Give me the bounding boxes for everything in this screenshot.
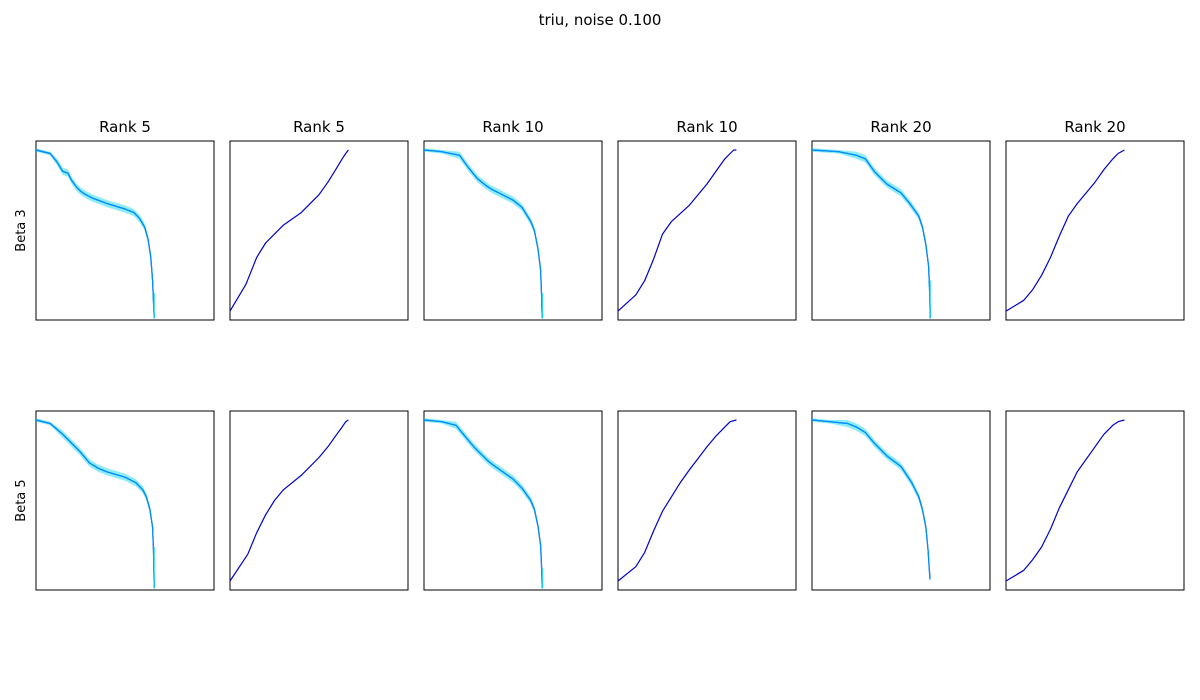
band-overlay-line (811, 419, 931, 580)
row-label: Beta 3 (14, 209, 29, 251)
series-line (423, 419, 543, 589)
series-line (35, 419, 155, 589)
subplot-r1c1 (229, 410, 409, 591)
subplot-title: Rank 10 (482, 118, 543, 136)
band-overlay-line (423, 149, 544, 319)
axes-frame (35, 410, 215, 591)
axes-frame (423, 410, 603, 591)
subplot-r0c1: Rank 5 (229, 118, 409, 321)
band-overlay-line (423, 419, 544, 589)
subplot-r0c4: Rank 20 (811, 118, 991, 321)
series-line (617, 149, 737, 312)
confidence-band (424, 148, 543, 320)
subplot-r1c3 (617, 410, 797, 591)
axes-frame (617, 410, 797, 591)
subplot-r1c5 (1005, 410, 1185, 591)
series-line (811, 149, 931, 319)
series-line (1005, 419, 1125, 582)
figure-title: triu, noise 0.100 (539, 11, 662, 29)
series-line (35, 149, 155, 319)
subplot-r1c4 (811, 410, 991, 591)
band-overlay-line (35, 419, 155, 589)
subplot-r0c5: Rank 20 (1005, 118, 1185, 321)
confidence-band (36, 418, 155, 590)
series-line (229, 419, 349, 582)
subplot-r0c0: Rank 5 Beta 3 (14, 118, 215, 321)
row-label: Beta 5 (14, 479, 29, 521)
series-line (1005, 149, 1125, 312)
series-line (617, 419, 737, 582)
subplot-title: Rank 5 (293, 118, 345, 136)
confidence-band (812, 148, 931, 320)
subplot-r0c2: Rank 10 (423, 118, 603, 321)
band-overlay-line (811, 149, 931, 319)
series-line (423, 149, 543, 319)
subplot-r0c3: Rank 10 (617, 118, 797, 321)
axes-frame (811, 140, 991, 321)
subplot-r1c0: Beta 5 (14, 410, 215, 591)
confidence-band (424, 418, 543, 590)
band-overlay-line (35, 149, 155, 319)
axes-frame (1005, 410, 1185, 591)
axes-frame (423, 140, 603, 321)
axes-frame (617, 140, 797, 321)
subplot-title: Rank 20 (1064, 118, 1125, 136)
subplot-title: Rank 20 (870, 118, 931, 136)
confidence-band (36, 148, 155, 320)
axes-frame (229, 410, 409, 591)
axes-frame (35, 140, 215, 321)
axes-frame (1005, 140, 1185, 321)
subplot-title: Rank 10 (676, 118, 737, 136)
axes-frame (811, 410, 991, 591)
axes-frame (229, 140, 409, 321)
confidence-band (812, 418, 930, 583)
series-line (229, 149, 349, 312)
subplot-title: Rank 5 (99, 118, 151, 136)
subplot-r1c2 (423, 410, 603, 591)
subplot-grid: Rank 5 Beta 3 Rank 5 Rank 10 Rank 10 Rank 20 R… (14, 118, 1185, 591)
series-line (811, 419, 931, 580)
